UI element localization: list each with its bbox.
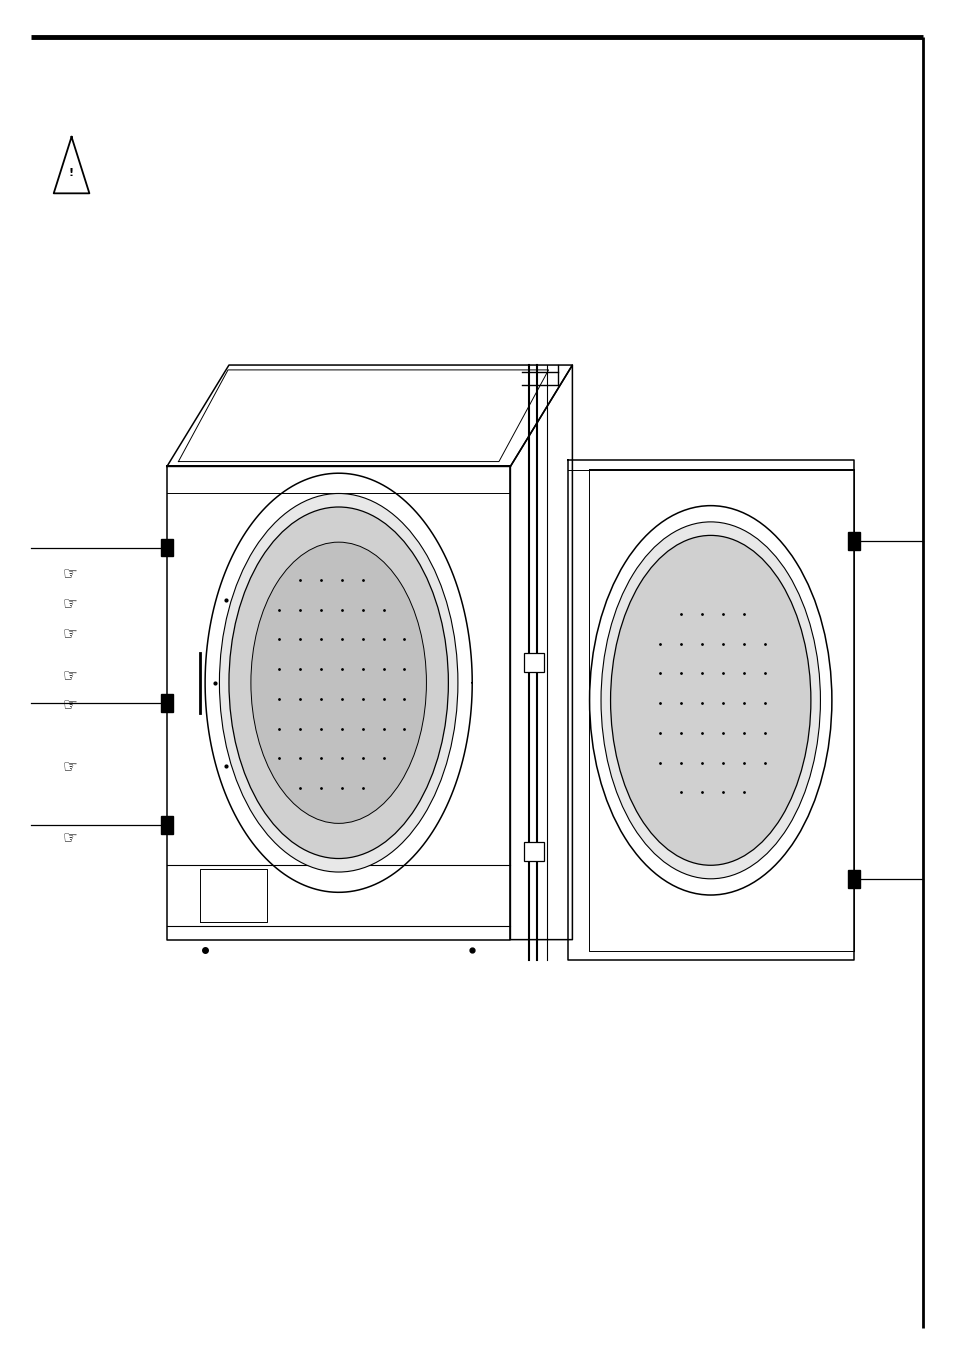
Polygon shape [523,842,543,861]
Ellipse shape [219,493,457,872]
Ellipse shape [600,522,820,879]
Text: ☞: ☞ [62,758,77,777]
Text: !: ! [69,168,74,177]
Polygon shape [847,531,859,549]
Text: ☞: ☞ [62,595,77,614]
Polygon shape [160,817,173,833]
Text: ☞: ☞ [62,829,77,848]
Ellipse shape [610,535,810,865]
Text: ☞: ☞ [62,667,77,685]
Ellipse shape [251,542,426,823]
Polygon shape [847,871,859,888]
Polygon shape [160,539,173,557]
Text: ☞: ☞ [62,696,77,715]
Ellipse shape [589,506,831,895]
Polygon shape [160,695,173,713]
Polygon shape [523,653,543,672]
Text: ☞: ☞ [62,565,77,584]
Ellipse shape [229,507,448,859]
Text: ☞: ☞ [62,625,77,644]
